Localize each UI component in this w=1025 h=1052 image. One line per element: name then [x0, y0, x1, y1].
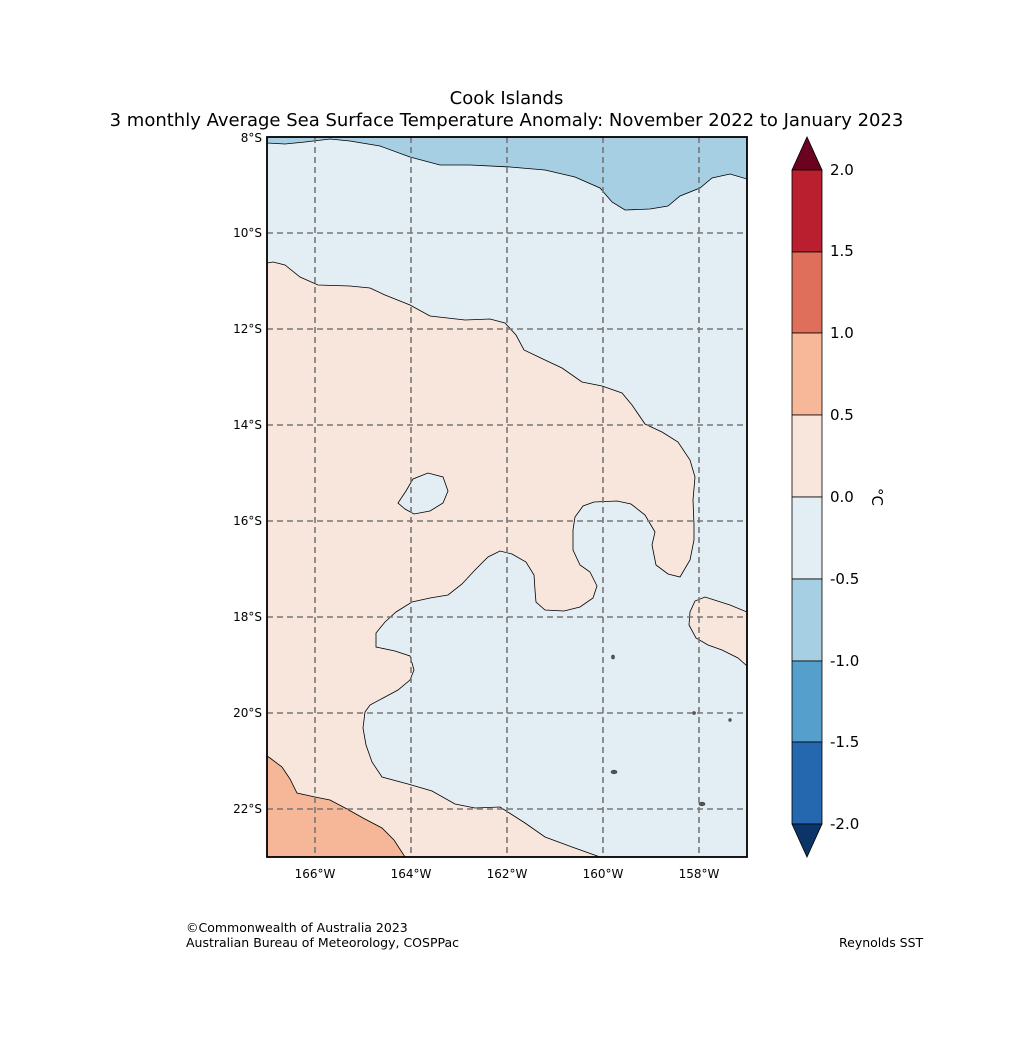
lon-label: 164°W: [391, 867, 432, 881]
lat-label: 20°S: [233, 706, 262, 720]
lon-label: 158°W: [679, 867, 720, 881]
island-marker: [611, 654, 615, 660]
lon-label: 166°W: [295, 867, 336, 881]
region-anomaly-neg-1-to-neg-0-5: [267, 137, 747, 211]
colorbar-segment: [791, 741, 823, 825]
island-marker: [610, 769, 618, 775]
graticule: [267, 137, 747, 857]
lon-label: 162°W: [487, 867, 528, 881]
colorbar-segment: [791, 496, 823, 580]
colorbar-segment: [791, 251, 823, 334]
island-marker: [728, 718, 732, 722]
lat-label: 18°S: [233, 610, 262, 624]
lat-label: 22°S: [233, 802, 262, 816]
colorbar-tick: -1.0: [830, 652, 859, 670]
colorbar-unit-label: °C: [868, 488, 886, 506]
colorbar-tick-labels: 2.0 1.5 1.0 0.5 0.0 -0.5 -1.0 -1.5 -2.0: [830, 161, 859, 833]
colorbar-segment: [791, 414, 823, 498]
colorbar-tick: -0.5: [830, 570, 859, 588]
latitude-labels: 8°S 10°S 12°S 14°S 16°S 18°S 20°S 22°S: [233, 131, 262, 816]
colorbar-segment: [791, 332, 823, 416]
colorbar-segment: [791, 660, 823, 743]
map-plot-area: [267, 137, 747, 857]
map-title: Cook Islands: [449, 88, 564, 109]
lat-label: 14°S: [233, 418, 262, 432]
lat-label: 16°S: [233, 514, 262, 528]
colorbar-tick: 0.5: [830, 406, 854, 424]
colorbar-tick: -1.5: [830, 733, 859, 751]
lon-label: 160°W: [583, 867, 624, 881]
lat-label: 12°S: [233, 322, 262, 336]
agency-credit: Australian Bureau of Meteorology, COSPPa…: [186, 935, 459, 950]
colorbar-tick: 0.0: [830, 488, 854, 506]
island-marker: [698, 801, 706, 807]
region-anomaly-0-to-0-5: [267, 261, 696, 857]
colorbar-tick: -2.0: [830, 815, 859, 833]
colorbar-tick: 1.0: [830, 324, 854, 342]
colorbar: [791, 136, 823, 858]
map-subtitle: 3 monthly Average Sea Surface Temperatur…: [109, 110, 904, 131]
map-frame: [266, 136, 748, 858]
colorbar-tick: 2.0: [830, 161, 854, 179]
data-source-label: Reynolds SST: [839, 935, 924, 950]
longitude-labels: 166°W 164°W 162°W 160°W 158°W: [295, 867, 720, 881]
colorbar-extend-max: [791, 136, 823, 171]
region-anomaly-0-to-0-5-east: [688, 596, 747, 667]
region-anomaly-0-5-to-1: [267, 755, 406, 857]
copyright-text: ©Commonwealth of Australia 2023: [186, 920, 408, 935]
colorbar-extend-min: [791, 823, 823, 858]
colorbar-tick: 1.5: [830, 242, 854, 260]
colorbar-segment: [791, 578, 823, 662]
colorbar-segment: [791, 169, 823, 253]
lat-label: 8°S: [241, 131, 262, 145]
lat-label: 10°S: [233, 226, 262, 240]
